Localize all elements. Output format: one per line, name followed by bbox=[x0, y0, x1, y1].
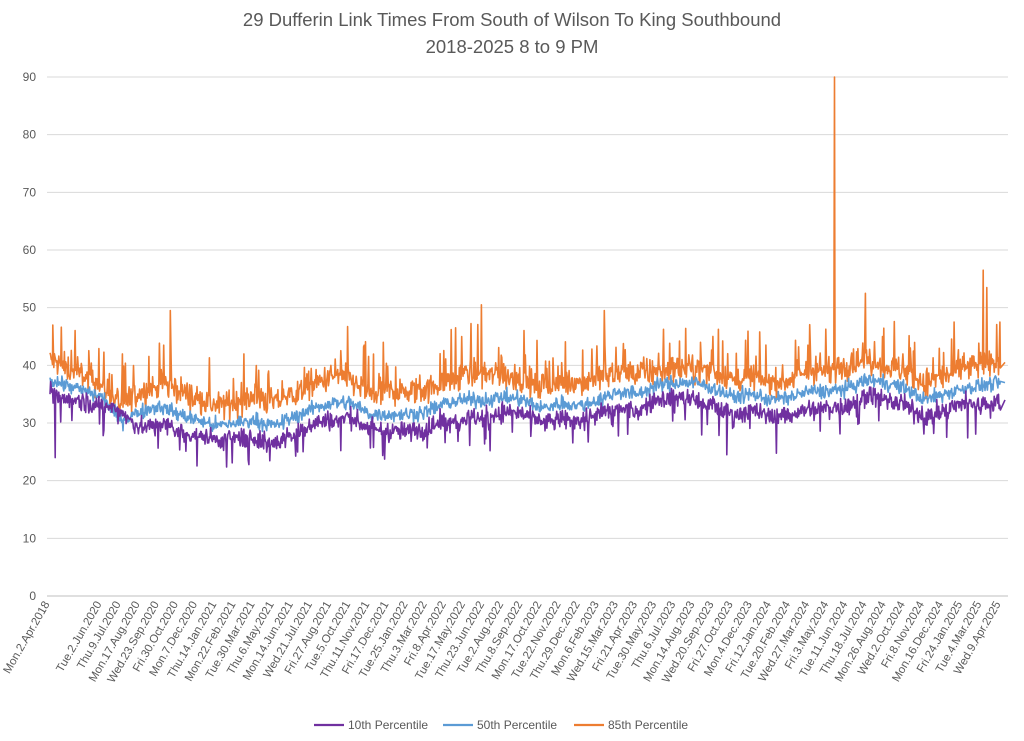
chart-title: 29 Dufferin Link Times From South of Wil… bbox=[243, 9, 781, 30]
y-tick-label: 80 bbox=[23, 128, 37, 142]
y-tick-label: 10 bbox=[23, 531, 37, 545]
y-tick-label: 20 bbox=[23, 474, 37, 488]
y-tick-label: 0 bbox=[29, 589, 36, 603]
legend-label-0: 10th Percentile bbox=[348, 718, 428, 732]
y-tick-label: 50 bbox=[23, 301, 37, 315]
legend-label-2: 85th Percentile bbox=[608, 718, 688, 732]
gridlines bbox=[47, 76, 1008, 597]
chart-subtitle: 2018-2025 8 to 9 PM bbox=[426, 36, 599, 57]
series-line-2 bbox=[49, 76, 1006, 422]
y-tick-label: 40 bbox=[23, 358, 37, 372]
series-lines bbox=[49, 76, 1006, 468]
series-line-1 bbox=[49, 373, 1006, 433]
y-tick-label: 60 bbox=[23, 243, 37, 257]
series-line-0 bbox=[49, 380, 1006, 468]
y-tick-label: 90 bbox=[23, 70, 37, 84]
y-axis-ticks: 0 10 20 30 40 50 60 70 80 90 bbox=[23, 70, 37, 603]
x-axis-ticks: Mon.2.Apr.2018 Tue.2.Jun.2020Thu.9.Jul.20… bbox=[2, 599, 1004, 685]
x-tick-label: Mon.2.Apr.2018 bbox=[2, 600, 53, 676]
y-tick-label: 70 bbox=[23, 185, 37, 199]
y-tick-label: 30 bbox=[23, 416, 37, 430]
legend: 10th Percentile 50th Percentile 85th Perce… bbox=[314, 718, 688, 732]
legend-label-1: 50th Percentile bbox=[477, 718, 557, 732]
